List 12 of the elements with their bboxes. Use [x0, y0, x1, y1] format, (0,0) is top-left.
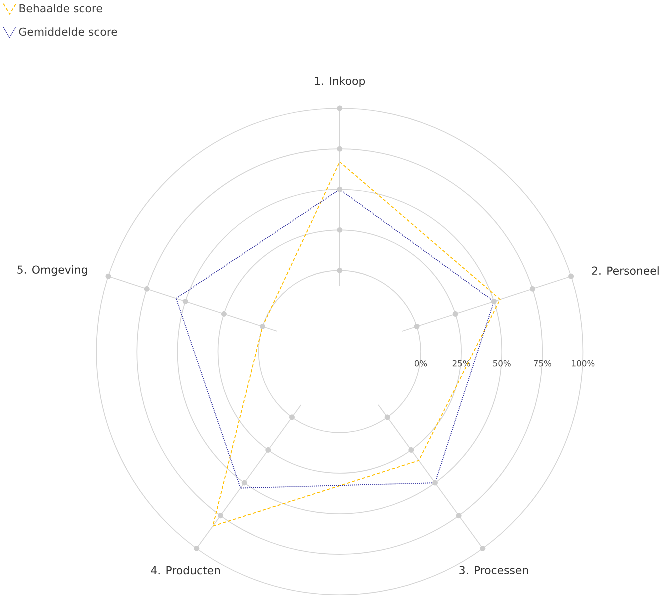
spoke-label: 5. Omgeving	[18, 266, 88, 276]
y-tick-label: 100%	[572, 360, 595, 367]
spoke-label: 1. Inkoop	[315, 77, 366, 88]
y-tick-label: 50%	[493, 360, 511, 367]
y-tick-label: 0%	[414, 360, 428, 367]
y-tick-label: 75%	[534, 360, 552, 367]
legend-label: Behaalde score	[20, 4, 102, 13]
y-tick-label: 25%	[452, 360, 470, 367]
spoke-label: 3. Processen	[460, 566, 528, 575]
legend-label: Gemiddelde score	[19, 28, 118, 36]
spoke-label: 4. Producten	[151, 566, 220, 575]
spoke-label: 2. Personeel	[592, 266, 659, 276]
